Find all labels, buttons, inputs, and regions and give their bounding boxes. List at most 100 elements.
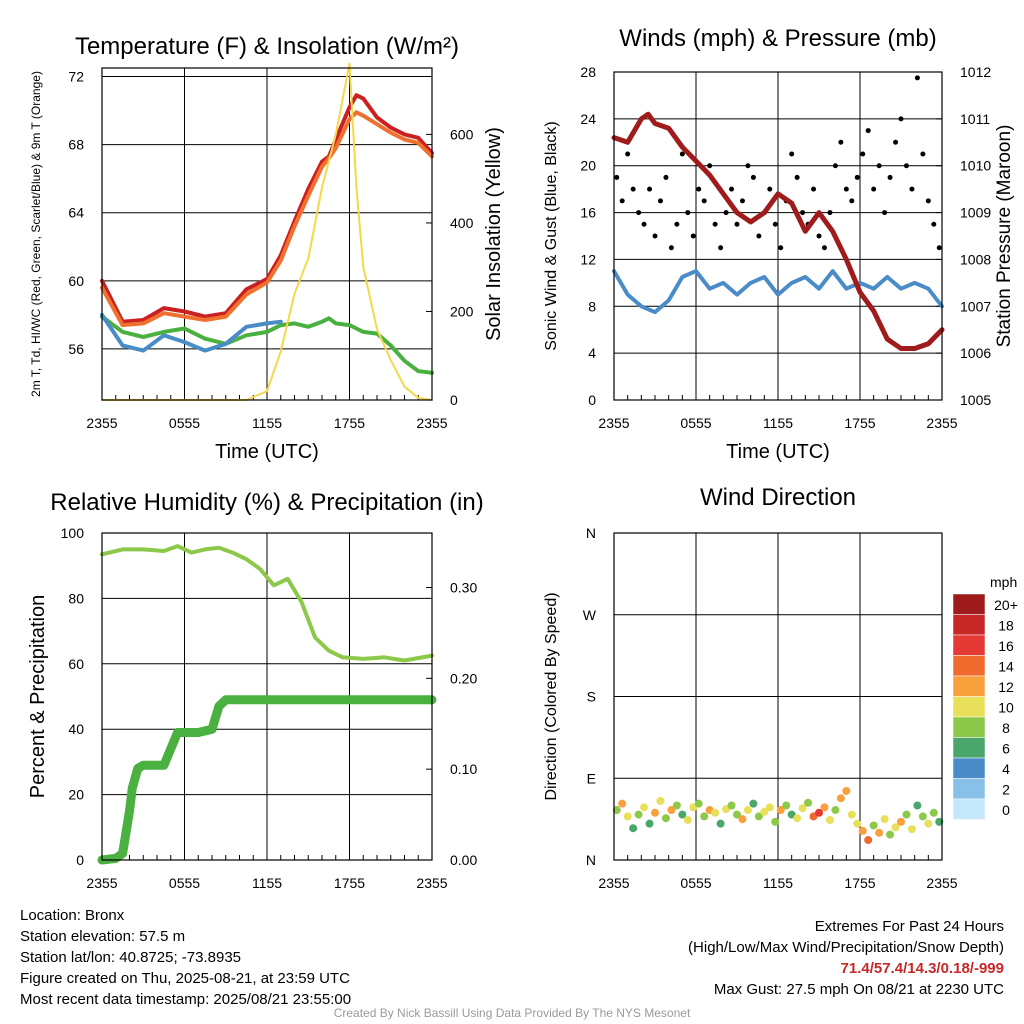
station-latlon: Station lat/lon: 40.8725; -73.8935 <box>20 949 242 966</box>
x-tick-label: 2355 <box>926 415 957 431</box>
gust-point <box>652 233 658 239</box>
y-right-tick-label: 200 <box>450 303 474 319</box>
gust-point <box>647 186 653 192</box>
colorbar-label: 16 <box>998 638 1014 654</box>
wind-direction-point <box>853 819 862 828</box>
gust-point <box>898 116 904 122</box>
x-tick-label: 0555 <box>680 415 711 431</box>
gust-point <box>756 233 762 239</box>
figure-created: Figure created on Thu, 2025-08-21, at 23… <box>20 970 350 987</box>
gust-point <box>816 233 822 239</box>
colorbar-label: 18 <box>998 618 1014 634</box>
colorbar-swatch <box>952 716 986 738</box>
max-gust: Max Gust: 27.5 mph On 08/21 at 2230 UTC <box>713 981 1004 998</box>
y-right-tick-label: 0.20 <box>450 670 477 686</box>
y-tick-label: 64 <box>68 205 84 221</box>
extremes-subtitle: (High/Low/Max Wind/Precipitation/Snow De… <box>688 939 1004 956</box>
wind-direction-point <box>623 812 632 821</box>
series-line <box>100 544 434 663</box>
wind-direction-point <box>820 803 829 812</box>
gust-point <box>832 163 838 169</box>
wind-direction-point <box>765 803 774 812</box>
gust-point <box>696 186 702 192</box>
gust-point <box>925 198 931 204</box>
wind-direction-point <box>700 812 709 821</box>
y-tick-label: 12 <box>580 251 596 267</box>
gust-point <box>668 245 674 251</box>
y-tick-label: 60 <box>68 656 84 672</box>
gust-point <box>914 75 920 81</box>
wind-direction-point <box>798 804 807 813</box>
x-tick-label: 0555 <box>680 875 711 891</box>
gust-point <box>936 245 942 251</box>
gust-point <box>729 186 735 192</box>
y-axis-right-label: Solar Insolation (Yellow) <box>483 127 505 341</box>
extremes-box: Extremes For Past 24 Hours (High/Low/Max… <box>688 916 1004 1000</box>
y-tick-label: E <box>587 770 596 786</box>
y-axis-label: Direction (Colored By Speed) <box>543 592 560 800</box>
wind-direction-point <box>815 808 823 817</box>
gust-point <box>843 186 849 192</box>
x-tick-label: 2355 <box>598 415 629 431</box>
wind-direction-point <box>842 786 851 795</box>
y-tick-label: N <box>586 852 596 868</box>
x-tick-label: 1755 <box>334 415 365 431</box>
plot-frame <box>613 71 943 401</box>
gust-point <box>734 221 740 227</box>
plot-frame <box>613 532 943 861</box>
winds-panel: Winds (mph) & Pressure (mb) 2355 0555 1155 1… <box>543 25 1015 463</box>
wind-direction-point <box>678 810 687 819</box>
gust-point <box>854 174 860 180</box>
x-tick-label: 2355 <box>598 875 629 891</box>
gust-point <box>811 186 817 192</box>
gust-point <box>865 128 871 134</box>
colorbar-swatch <box>952 593 986 615</box>
y-tick-label: 20 <box>68 787 84 803</box>
wind-direction-point <box>869 821 878 830</box>
wind-direction-point <box>661 814 670 823</box>
colorbar-label: 0 <box>1002 802 1010 818</box>
gust-point <box>625 151 631 157</box>
wind-direction-point <box>825 816 834 825</box>
wind-direction-point <box>907 825 916 834</box>
y-tick-label: 72 <box>68 69 84 85</box>
wind-direction-point <box>782 801 791 810</box>
series-line <box>97 695 437 865</box>
wind-direction-point <box>634 810 643 819</box>
x-axis-label: Time (UTC) <box>726 441 830 463</box>
y-right-tick-label: 1010 <box>960 158 991 174</box>
gust-point <box>701 198 707 204</box>
wind-direction-point <box>897 817 905 826</box>
x-tick-label: 2355 <box>926 875 957 891</box>
wind-direction-point <box>612 806 621 815</box>
wind-direction-point <box>640 803 649 812</box>
y-right-tick-label: 600 <box>450 126 474 142</box>
gust-point <box>636 210 642 216</box>
colorbar-label: 20+ <box>994 597 1018 613</box>
gust-point <box>821 245 827 251</box>
gust-point <box>909 186 915 192</box>
gust-point <box>838 139 844 145</box>
colorbar-swatch <box>952 634 986 656</box>
plot-frame <box>101 67 433 401</box>
colorbar-swatch <box>952 798 986 820</box>
wind-direction-point <box>749 799 758 808</box>
x-tick-label: 1155 <box>763 415 793 431</box>
wind-direction-point <box>771 817 780 826</box>
colorbar-swatch <box>952 737 986 759</box>
gust-point <box>882 210 888 216</box>
wind-direction-point <box>672 801 681 810</box>
gust-point <box>685 210 691 216</box>
wind-direction-point <box>754 812 763 821</box>
y-tick-label: 24 <box>580 111 596 127</box>
y-tick-label: 8 <box>588 298 596 314</box>
x-tick-label: 1755 <box>334 875 365 891</box>
y-right-tick-label: 0.10 <box>450 761 477 777</box>
gust-point <box>690 233 696 239</box>
gust-point <box>920 151 926 157</box>
gust-point <box>827 210 833 216</box>
gust-point <box>800 210 806 216</box>
x-tick-label: 0555 <box>169 875 200 891</box>
wind-direction-point <box>743 806 752 815</box>
